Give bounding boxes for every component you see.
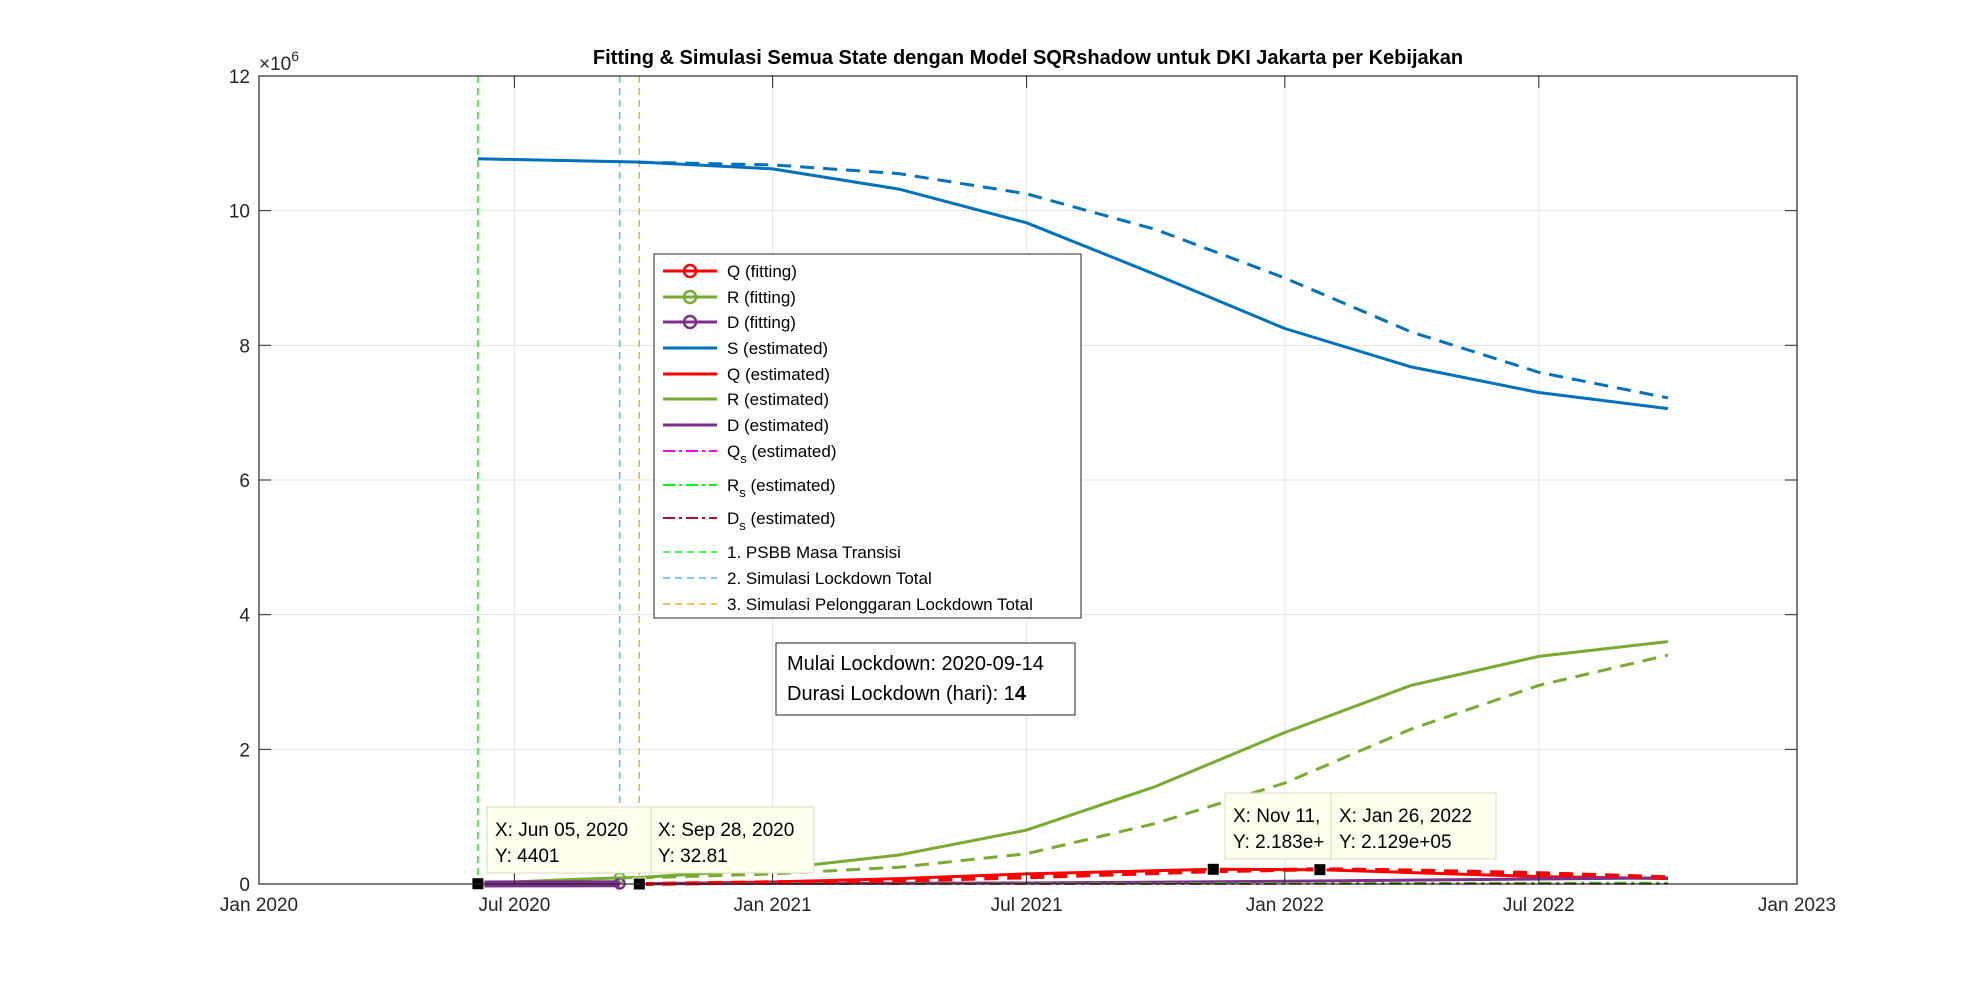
datatip-marker[interactable] <box>1206 862 1220 876</box>
legend-entry[interactable]: Qs (estimated) <box>663 442 836 466</box>
datatip-jun-2020[interactable]: X: Jun 05, 2020 Y: 4401 <box>486 806 652 874</box>
datatip-x: X: Nov 11, <box>1233 806 1320 827</box>
annotation-line-2-bold: 4 <box>1015 683 1027 705</box>
legend[interactable]: Q (fitting) R (fitting) D (fitting) S (esti… <box>653 253 1082 619</box>
annotation-line-1: Mulai Lockdown: 2020-09-14 <box>787 653 1044 675</box>
series-line <box>477 157 1669 411</box>
datatip-x: X: Jun 05, 2020 <box>495 820 628 841</box>
datatip-y: Y: 2.129e+05 <box>1339 832 1452 853</box>
y-exponent-power: 6 <box>291 48 299 64</box>
y-exponent-label: ×106 <box>259 48 299 75</box>
legend-entry[interactable]: R (estimated) <box>663 390 829 409</box>
legend-entry[interactable]: 3. Simulasi Pelonggaran Lockdown Total <box>663 595 1033 614</box>
legend-label: R (estimated) <box>727 390 829 409</box>
legend-label: 3. Simulasi Pelonggaran Lockdown Total <box>727 595 1033 614</box>
series-line <box>639 653 1669 880</box>
y-tick-label: 10 <box>229 202 250 223</box>
legend-entry[interactable]: 2. Simulasi Lockdown Total <box>663 569 932 588</box>
x-tick-label: Jan 2022 <box>1246 895 1324 916</box>
datatip-nov-2021[interactable]: X: Nov 11, Y: 2.183e+ <box>1224 792 1340 860</box>
annotation-line-2: Durasi Lockdown (hari): 14 <box>787 683 1027 705</box>
legend-label: D (fitting) <box>727 313 796 332</box>
datatip-y: Y: 2.183e+ <box>1233 832 1324 853</box>
datatip-box <box>1224 792 1340 860</box>
x-tick-label: Jul 2021 <box>991 895 1063 916</box>
legend-entry[interactable]: D (fitting) <box>663 313 796 332</box>
datatip-box <box>650 806 815 874</box>
legend-box <box>653 253 1082 619</box>
legend-items: Q (fitting) R (fitting) D (fitting) S (esti… <box>663 262 1033 614</box>
legend-label: D (estimated) <box>727 416 829 435</box>
datatip-y: Y: 4401 <box>495 846 559 867</box>
x-tick-label: Jul 2022 <box>1503 895 1575 916</box>
lockdown-annotation[interactable]: Mulai Lockdown: 2020-09-14 Durasi Lockdo… <box>775 642 1076 716</box>
annotation-line-2-text: Durasi Lockdown (hari): 1 <box>787 683 1015 705</box>
datatip-box <box>486 806 652 874</box>
legend-label: Q (fitting) <box>727 262 797 281</box>
series-line <box>639 867 1668 886</box>
legend-entry[interactable]: R (fitting) <box>663 288 796 307</box>
datatip-jan-2022[interactable]: X: Jan 26, 2022 Y: 2.129e+05 <box>1330 792 1497 860</box>
legend-label: Ds (estimated) <box>727 509 836 533</box>
y-tick-label: 8 <box>239 336 250 357</box>
x-tick-label: Jan 2020 <box>220 895 298 916</box>
datatip-marker[interactable] <box>1313 863 1327 877</box>
annotation-box <box>775 642 1076 716</box>
legend-marker <box>682 289 698 305</box>
series-line <box>639 160 1669 400</box>
x-tick-label: Jan 2021 <box>734 895 812 916</box>
legend-marker <box>682 314 698 330</box>
legend-entry[interactable]: Q (fitting) <box>663 262 797 281</box>
legend-entry[interactable]: D (estimated) <box>663 416 829 435</box>
datatip-sep-2020[interactable]: X: Sep 28, 2020 Y: 32.81 <box>650 806 815 874</box>
legend-label: Rs (estimated) <box>727 476 836 500</box>
legend-label: 1. PSBB Masa Transisi <box>727 543 901 562</box>
x-tick-label: Jan 2023 <box>1758 895 1836 916</box>
legend-entry[interactable]: S (estimated) <box>663 339 828 358</box>
axis-ticks: Jan 2020 Jul 2020 Jan 2021 Jul 2021 Jan 2022… <box>220 67 1836 916</box>
datatip-x: X: Jan 26, 2022 <box>1339 806 1472 827</box>
legend-entry[interactable]: 1. PSBB Masa Transisi <box>663 543 901 562</box>
datatip-y: Y: 32.81 <box>658 846 728 867</box>
legend-marker <box>682 263 698 279</box>
legend-label: Q (estimated) <box>727 365 830 384</box>
policy-lines <box>477 76 641 884</box>
y-tick-label: 2 <box>239 740 250 761</box>
legend-label: R (fitting) <box>727 288 796 307</box>
legend-entry[interactable]: Q (estimated) <box>663 365 830 384</box>
y-tick-label: 6 <box>239 471 250 492</box>
legend-label: Qs (estimated) <box>727 442 836 466</box>
legend-entry[interactable]: Ds (estimated) <box>663 509 836 533</box>
legend-entry[interactable]: Rs (estimated) <box>663 476 836 500</box>
y-exponent-base: ×10 <box>259 54 291 75</box>
x-tick-label: Jul 2020 <box>478 895 550 916</box>
y-tick-label: 0 <box>239 875 250 896</box>
legend-label: 2. Simulasi Lockdown Total <box>727 569 932 588</box>
datatip-x: X: Sep 28, 2020 <box>658 820 794 841</box>
datatip-box <box>1330 792 1497 860</box>
chart-title: Fitting & Simulasi Semua State dengan Mo… <box>593 47 1463 69</box>
y-tick-label: 4 <box>239 606 250 627</box>
y-tick-label: 12 <box>229 67 250 88</box>
legend-label: S (estimated) <box>727 339 828 358</box>
